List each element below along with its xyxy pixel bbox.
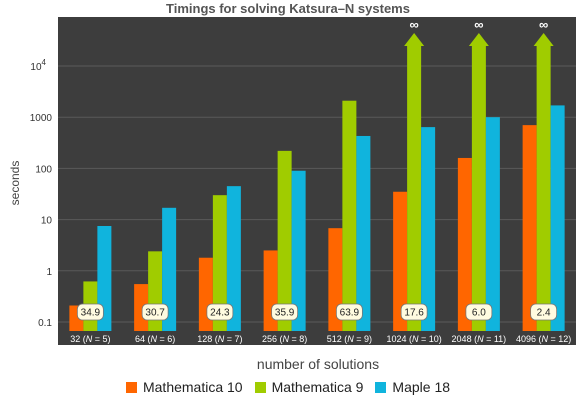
- bar: [522, 125, 537, 331]
- speedup-label: 63.9: [340, 308, 360, 319]
- legend-label-maple-18: Maple 18: [392, 379, 451, 395]
- bar-1-infinite: [536, 45, 551, 331]
- speedup-bubble: [141, 303, 169, 321]
- x-tick-label-part: 128 (: [197, 334, 218, 344]
- x-tick-label-part: N: [477, 334, 484, 344]
- y-tick-label: 100: [35, 164, 52, 175]
- legend-swatch-mathematica-10: [125, 381, 137, 393]
- speedup-bubble: [206, 303, 234, 321]
- x-tick-label-part: N: [412, 334, 419, 344]
- x-tick-label-part: N: [86, 334, 93, 344]
- legend-label-mathematica-9: Mathematica 9: [271, 379, 364, 395]
- speedup-label: 34.9: [81, 308, 101, 319]
- x-axis-label: number of solutions: [256, 356, 380, 372]
- speedup-bubble: [271, 303, 299, 321]
- y-tick-label: 1: [46, 267, 52, 278]
- infinity-arrow: [404, 33, 425, 46]
- speedup-label: 24.3: [210, 308, 230, 319]
- x-tick-label-part: N: [542, 334, 549, 344]
- x-tick-label: 512 (N = 9): [327, 334, 372, 344]
- x-tick-label: 2048 (N = 11): [452, 334, 507, 344]
- x-tick-label-part: = 5): [92, 334, 110, 344]
- infinity-arrow: [533, 33, 554, 46]
- x-tick-label-part: = 8): [289, 334, 307, 344]
- bar-1-infinite: [407, 45, 422, 331]
- x-tick-label-part: 512 (: [327, 334, 348, 344]
- bar-1-infinite: [471, 45, 486, 331]
- y-tick-label: 104: [30, 58, 46, 73]
- infinity-label: ∞: [409, 17, 418, 32]
- speedup-label: 30.7: [145, 308, 165, 319]
- bar: [457, 157, 472, 331]
- x-tick-label-part: 256 (: [262, 334, 283, 344]
- legend-item-mathematica-9: Mathematica 9: [254, 379, 364, 395]
- x-tick-label-part: = 6): [157, 334, 175, 344]
- bar: [342, 100, 357, 332]
- x-tick-label: 1024 (N = 10): [386, 334, 441, 344]
- x-tick-label-part: N: [283, 334, 290, 344]
- x-tick-label-part: 4096 (: [516, 334, 542, 344]
- chart-title: Timings for solving Katsura–N systems: [166, 1, 410, 16]
- bar: [393, 191, 408, 331]
- legend-swatch-maple-18: [375, 381, 387, 393]
- infinity-label: ∞: [474, 17, 483, 32]
- bar: [485, 117, 500, 331]
- infinity-label: ∞: [539, 17, 548, 32]
- x-tick-label-part: = 12): [548, 334, 571, 344]
- bar: [356, 135, 371, 331]
- bar: [212, 195, 227, 331]
- legend-item-mathematica-10: Mathematica 10: [125, 379, 243, 395]
- x-tick-label-part: 64 (: [135, 334, 151, 344]
- x-tick-label: 256 (N = 8): [262, 334, 307, 344]
- y-tick-label: 10: [41, 216, 53, 227]
- y-axis-label-wrap: seconds: [8, 161, 22, 206]
- x-tick-label-part: 32 (: [70, 334, 86, 344]
- x-tick-label-part: = 11): [484, 334, 507, 344]
- bar: [226, 186, 241, 331]
- y-axis-label: seconds: [8, 160, 22, 206]
- bar: [421, 127, 436, 331]
- bar: [277, 150, 292, 331]
- x-tick-label: 128 (N = 7): [197, 334, 242, 344]
- y-tick-exponent: 4: [42, 58, 47, 67]
- speedup-bubble: [530, 303, 558, 321]
- speedup-bubble: [400, 303, 428, 321]
- y-tick-label: 0.1: [38, 318, 52, 329]
- legend-label-mathematica-10: Mathematica 10: [142, 379, 243, 395]
- bar: [291, 170, 306, 331]
- x-tick-label-part: = 10): [419, 334, 442, 344]
- speedup-label: 35.9: [275, 308, 295, 319]
- x-tick-label-part: = 9): [354, 334, 372, 344]
- x-tick-label-part: = 7): [224, 334, 242, 344]
- legend: Mathematica 10 Mathematica 9 Maple 18: [0, 379, 576, 395]
- x-tick-label: 32 (N = 5): [70, 334, 110, 344]
- x-tick-label: 64 (N = 6): [135, 334, 175, 344]
- speedup-bubble: [76, 303, 104, 321]
- legend-swatch-mathematica-9: [254, 381, 266, 393]
- x-tick-label-part: N: [218, 334, 225, 344]
- speedup-label: 6.0: [472, 308, 486, 319]
- legend-item-maple-18: Maple 18: [375, 379, 450, 395]
- speedup-label: 17.6: [404, 308, 424, 319]
- x-tick-label-part: N: [151, 334, 158, 344]
- speedup-bubble: [465, 303, 493, 321]
- infinity-arrow: [468, 33, 489, 46]
- x-tick-label-part: N: [347, 334, 354, 344]
- bar: [550, 105, 565, 331]
- speedup-label: 2.4: [537, 308, 551, 319]
- x-tick-label-part: 1024 (: [386, 334, 412, 344]
- speedup-bubble: [335, 303, 363, 321]
- x-tick-label: 4096 (N = 12): [516, 334, 571, 344]
- x-tick-label-part: 2048 (: [452, 334, 478, 344]
- y-tick-label: 1000: [30, 113, 53, 124]
- bar: [162, 207, 177, 331]
